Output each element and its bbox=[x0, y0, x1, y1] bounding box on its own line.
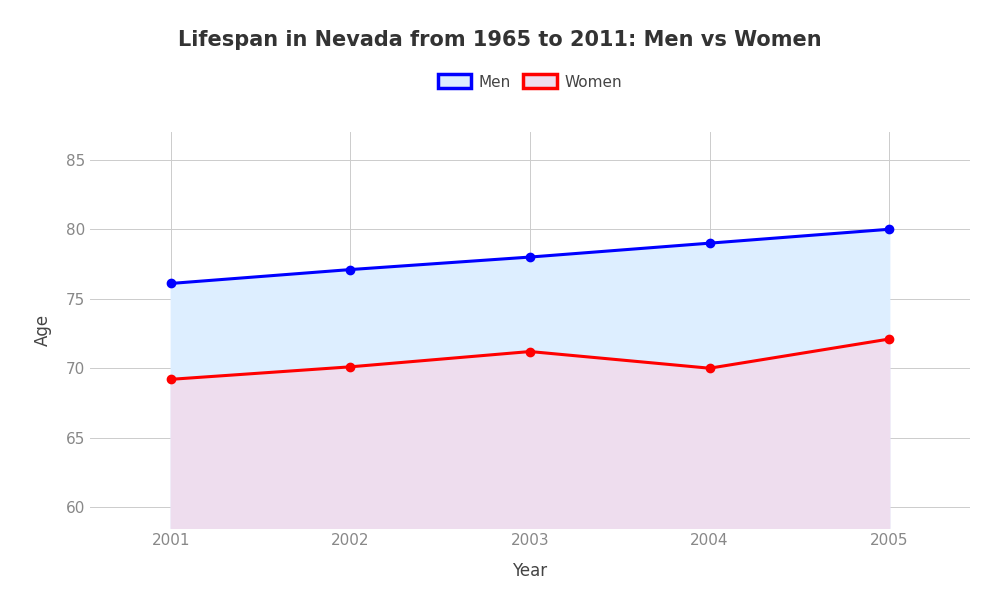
X-axis label: Year: Year bbox=[512, 562, 548, 580]
Legend: Men, Women: Men, Women bbox=[432, 68, 628, 95]
Y-axis label: Age: Age bbox=[34, 314, 52, 346]
Text: Lifespan in Nevada from 1965 to 2011: Men vs Women: Lifespan in Nevada from 1965 to 2011: Me… bbox=[178, 30, 822, 50]
